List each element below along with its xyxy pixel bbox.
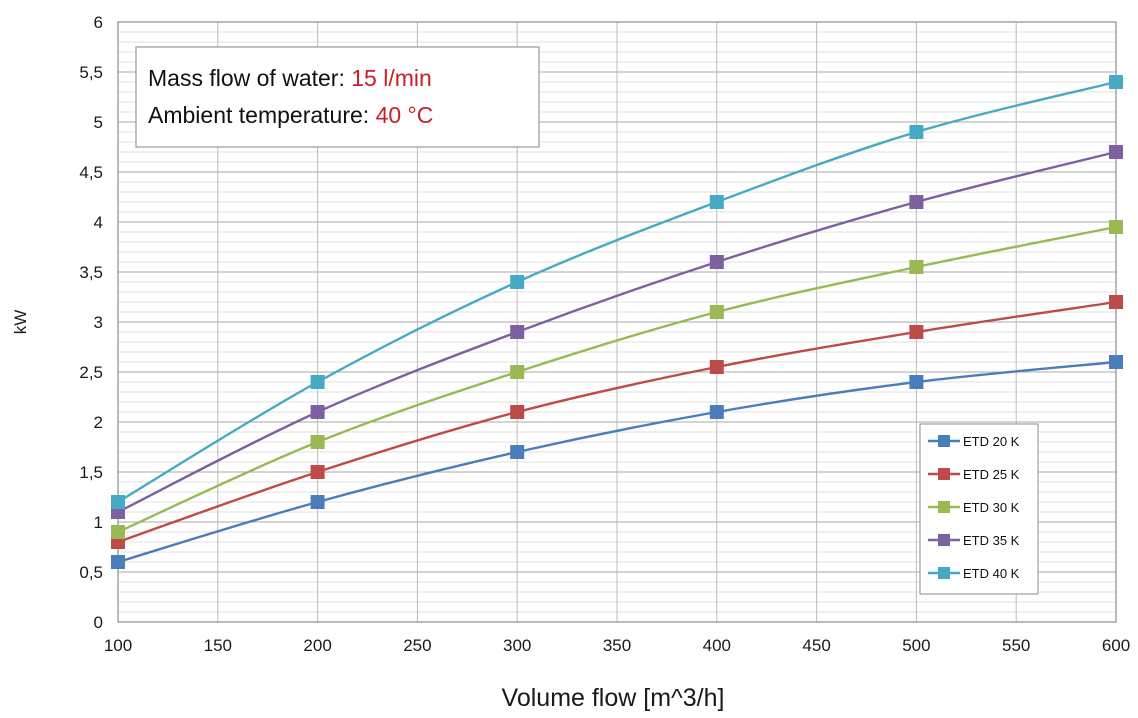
data-point-etd-30-k xyxy=(709,305,724,319)
legend: ETD 20 K ETD 25 K ETD 30 K ETD 35 K ETD 40 K xyxy=(919,423,1039,595)
data-point-etd-30-k xyxy=(909,260,924,274)
series-line-etd-40-k xyxy=(117,80,1117,504)
series-etd-25-k xyxy=(111,295,1123,549)
y-tick-label: 0 xyxy=(94,613,103,632)
tick-labels: 100 150 200 250 300 350 400 450 500 550 600 0 0,5 1 1,… xyxy=(79,13,1130,655)
x-tick-label: 100 xyxy=(104,636,132,655)
y-tick-label: 4 xyxy=(94,213,103,232)
legend-marker xyxy=(938,468,950,480)
series-line-etd-25-k xyxy=(117,300,1117,544)
data-point-etd-40-k xyxy=(310,375,325,389)
data-point-etd-20-k xyxy=(1109,355,1123,369)
data-point-etd-25-k xyxy=(510,405,525,419)
series-etd-30-k xyxy=(111,220,1123,539)
data-point-etd-30-k xyxy=(111,525,125,539)
annotation-line2-value: 40 °C xyxy=(376,102,434,128)
series-line-etd-20-k xyxy=(117,360,1117,564)
y-tick-label: 4,5 xyxy=(79,163,103,182)
series-line-etd-35-k xyxy=(117,150,1117,514)
data-point-etd-30-k xyxy=(310,435,325,449)
legend-marker xyxy=(938,567,950,579)
data-point-etd-25-k xyxy=(709,360,724,374)
legend-item-label: ETD 20 K xyxy=(963,434,1020,449)
data-point-etd-35-k xyxy=(709,255,724,269)
x-tick-label: 450 xyxy=(802,636,830,655)
y-tick-label: 3 xyxy=(94,313,103,332)
x-tick-label: 550 xyxy=(1002,636,1030,655)
data-point-etd-35-k xyxy=(1109,145,1123,159)
legend-marker xyxy=(938,501,950,513)
data-point-etd-20-k xyxy=(510,445,525,459)
data-point-etd-40-k xyxy=(709,195,724,209)
data-point-etd-25-k xyxy=(909,325,924,339)
data-point-etd-25-k xyxy=(1109,295,1123,309)
x-axis-title: Volume flow [m^3/h] xyxy=(502,684,725,712)
svg-text:Mass flow of water: 15 l/min: Mass flow of water: 15 l/min xyxy=(148,65,432,91)
x-tick-label: 350 xyxy=(603,636,631,655)
annotation-line1-label: Mass flow of water: xyxy=(148,65,351,91)
data-point-etd-40-k xyxy=(909,125,924,139)
data-point-etd-20-k xyxy=(111,555,125,569)
data-point-etd-20-k xyxy=(310,495,325,509)
data-point-etd-35-k xyxy=(510,325,525,339)
series-etd-20-k xyxy=(111,355,1123,569)
y-tick-label: 2,5 xyxy=(79,363,103,382)
y-tick-label: 0,5 xyxy=(79,563,103,582)
data-point-etd-20-k xyxy=(709,405,724,419)
x-tick-label: 250 xyxy=(403,636,431,655)
x-tick-label: 500 xyxy=(902,636,930,655)
svg-text:Ambient temperature: 40 °C: Ambient temperature: 40 °C xyxy=(148,102,433,128)
legend-item-label: ETD 40 K xyxy=(963,566,1020,581)
data-point-etd-40-k xyxy=(1109,75,1123,89)
y-tick-label: 6 xyxy=(94,13,103,32)
y-tick-label: 5 xyxy=(94,113,103,132)
data-point-etd-40-k xyxy=(510,275,525,289)
x-tick-label: 400 xyxy=(703,636,731,655)
x-tick-label: 150 xyxy=(204,636,232,655)
series-etd-40-k xyxy=(111,75,1123,509)
data-point-etd-25-k xyxy=(310,465,325,479)
plot-border xyxy=(117,21,1117,623)
x-tick-label: 300 xyxy=(503,636,531,655)
legend-item-label: ETD 30 K xyxy=(963,500,1020,515)
y-tick-label: 1 xyxy=(94,513,103,532)
annotation-line1-value: 15 l/min xyxy=(351,65,432,91)
x-tick-label: 200 xyxy=(303,636,331,655)
data-point-etd-20-k xyxy=(909,375,924,389)
annotation-line2-label: Ambient temperature: xyxy=(148,102,376,128)
y-tick-label: 3,5 xyxy=(79,263,103,282)
data-point-etd-40-k xyxy=(111,495,125,509)
annotation-box: Mass flow of water: 15 l/min Ambient tem… xyxy=(135,46,540,148)
legend-item-label: ETD 35 K xyxy=(963,533,1020,548)
data-point-etd-30-k xyxy=(1109,220,1123,234)
legend-marker xyxy=(938,435,950,447)
data-point-etd-35-k xyxy=(909,195,924,209)
data-point-etd-30-k xyxy=(510,365,525,379)
x-tick-label: 600 xyxy=(1102,636,1130,655)
y-tick-label: 5,5 xyxy=(79,63,103,82)
y-tick-label: 1,5 xyxy=(79,463,103,482)
series-line-etd-30-k xyxy=(117,225,1117,534)
legend-item-label: ETD 25 K xyxy=(963,467,1020,482)
data-point-etd-35-k xyxy=(310,405,325,419)
legend-marker xyxy=(938,534,950,546)
y-axis-title: kW xyxy=(11,310,30,335)
y-tick-label: 2 xyxy=(94,413,103,432)
series-layer xyxy=(111,75,1123,569)
